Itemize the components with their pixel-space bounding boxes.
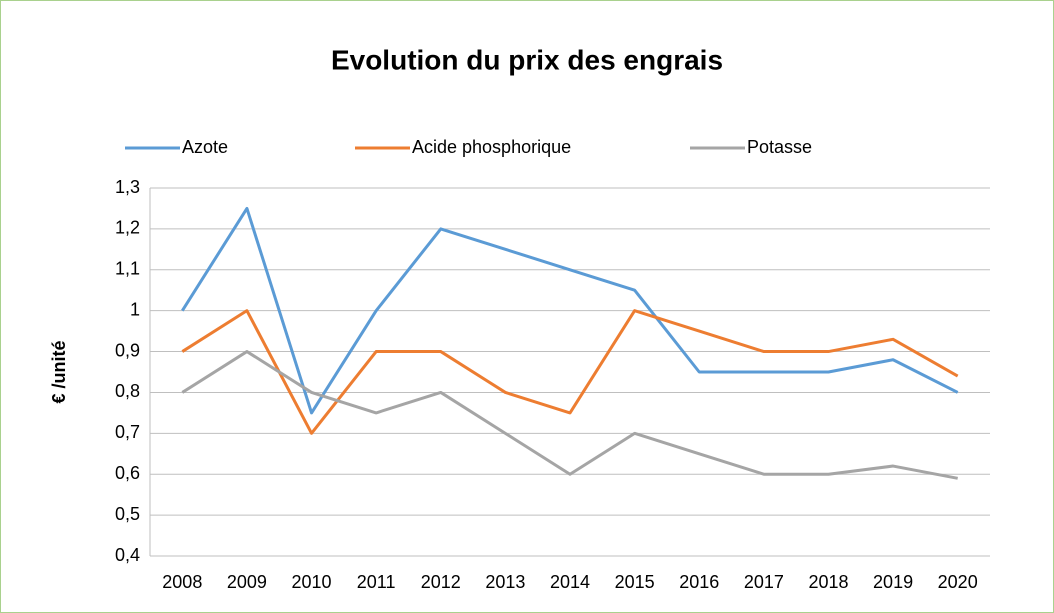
y-tick-label: 1,1 [115, 259, 140, 279]
y-tick-label: 0,8 [115, 381, 140, 401]
data-line [181, 309, 959, 435]
x-tick-label: 2020 [938, 572, 978, 592]
legend-label: Potasse [747, 137, 812, 157]
x-tick-label: 2019 [873, 572, 913, 592]
y-tick-label: 1,2 [115, 218, 140, 238]
x-tick-label: 2009 [227, 572, 267, 592]
x-tick-label: 2017 [744, 572, 784, 592]
y-tick-label: 1,3 [115, 177, 140, 197]
chart-title: Evolution du prix des engrais [331, 44, 723, 75]
legend-label: Azote [182, 137, 228, 157]
x-tick-label: 2012 [421, 572, 461, 592]
x-tick-label: 2018 [808, 572, 848, 592]
x-tick-label: 2014 [550, 572, 590, 592]
x-tick-label: 2011 [357, 572, 396, 592]
y-tick-label: 0,6 [115, 463, 140, 483]
y-axis-label: € /unité [49, 340, 69, 403]
x-tick-label: 2016 [679, 572, 719, 592]
y-tick-label: 1 [130, 299, 140, 319]
data-line [181, 206, 959, 415]
data-line [181, 350, 958, 480]
y-tick-label: 0,4 [115, 545, 140, 565]
x-tick-label: 2008 [162, 572, 202, 592]
x-tick-label: 2013 [485, 572, 525, 592]
x-tick-label: 2010 [292, 572, 332, 592]
x-tick-label: 2015 [615, 572, 655, 592]
y-tick-label: 0,5 [115, 504, 140, 524]
y-tick-label: 0,9 [115, 340, 140, 360]
legend-label: Acide phosphorique [412, 137, 571, 157]
y-tick-label: 0,7 [115, 422, 140, 442]
